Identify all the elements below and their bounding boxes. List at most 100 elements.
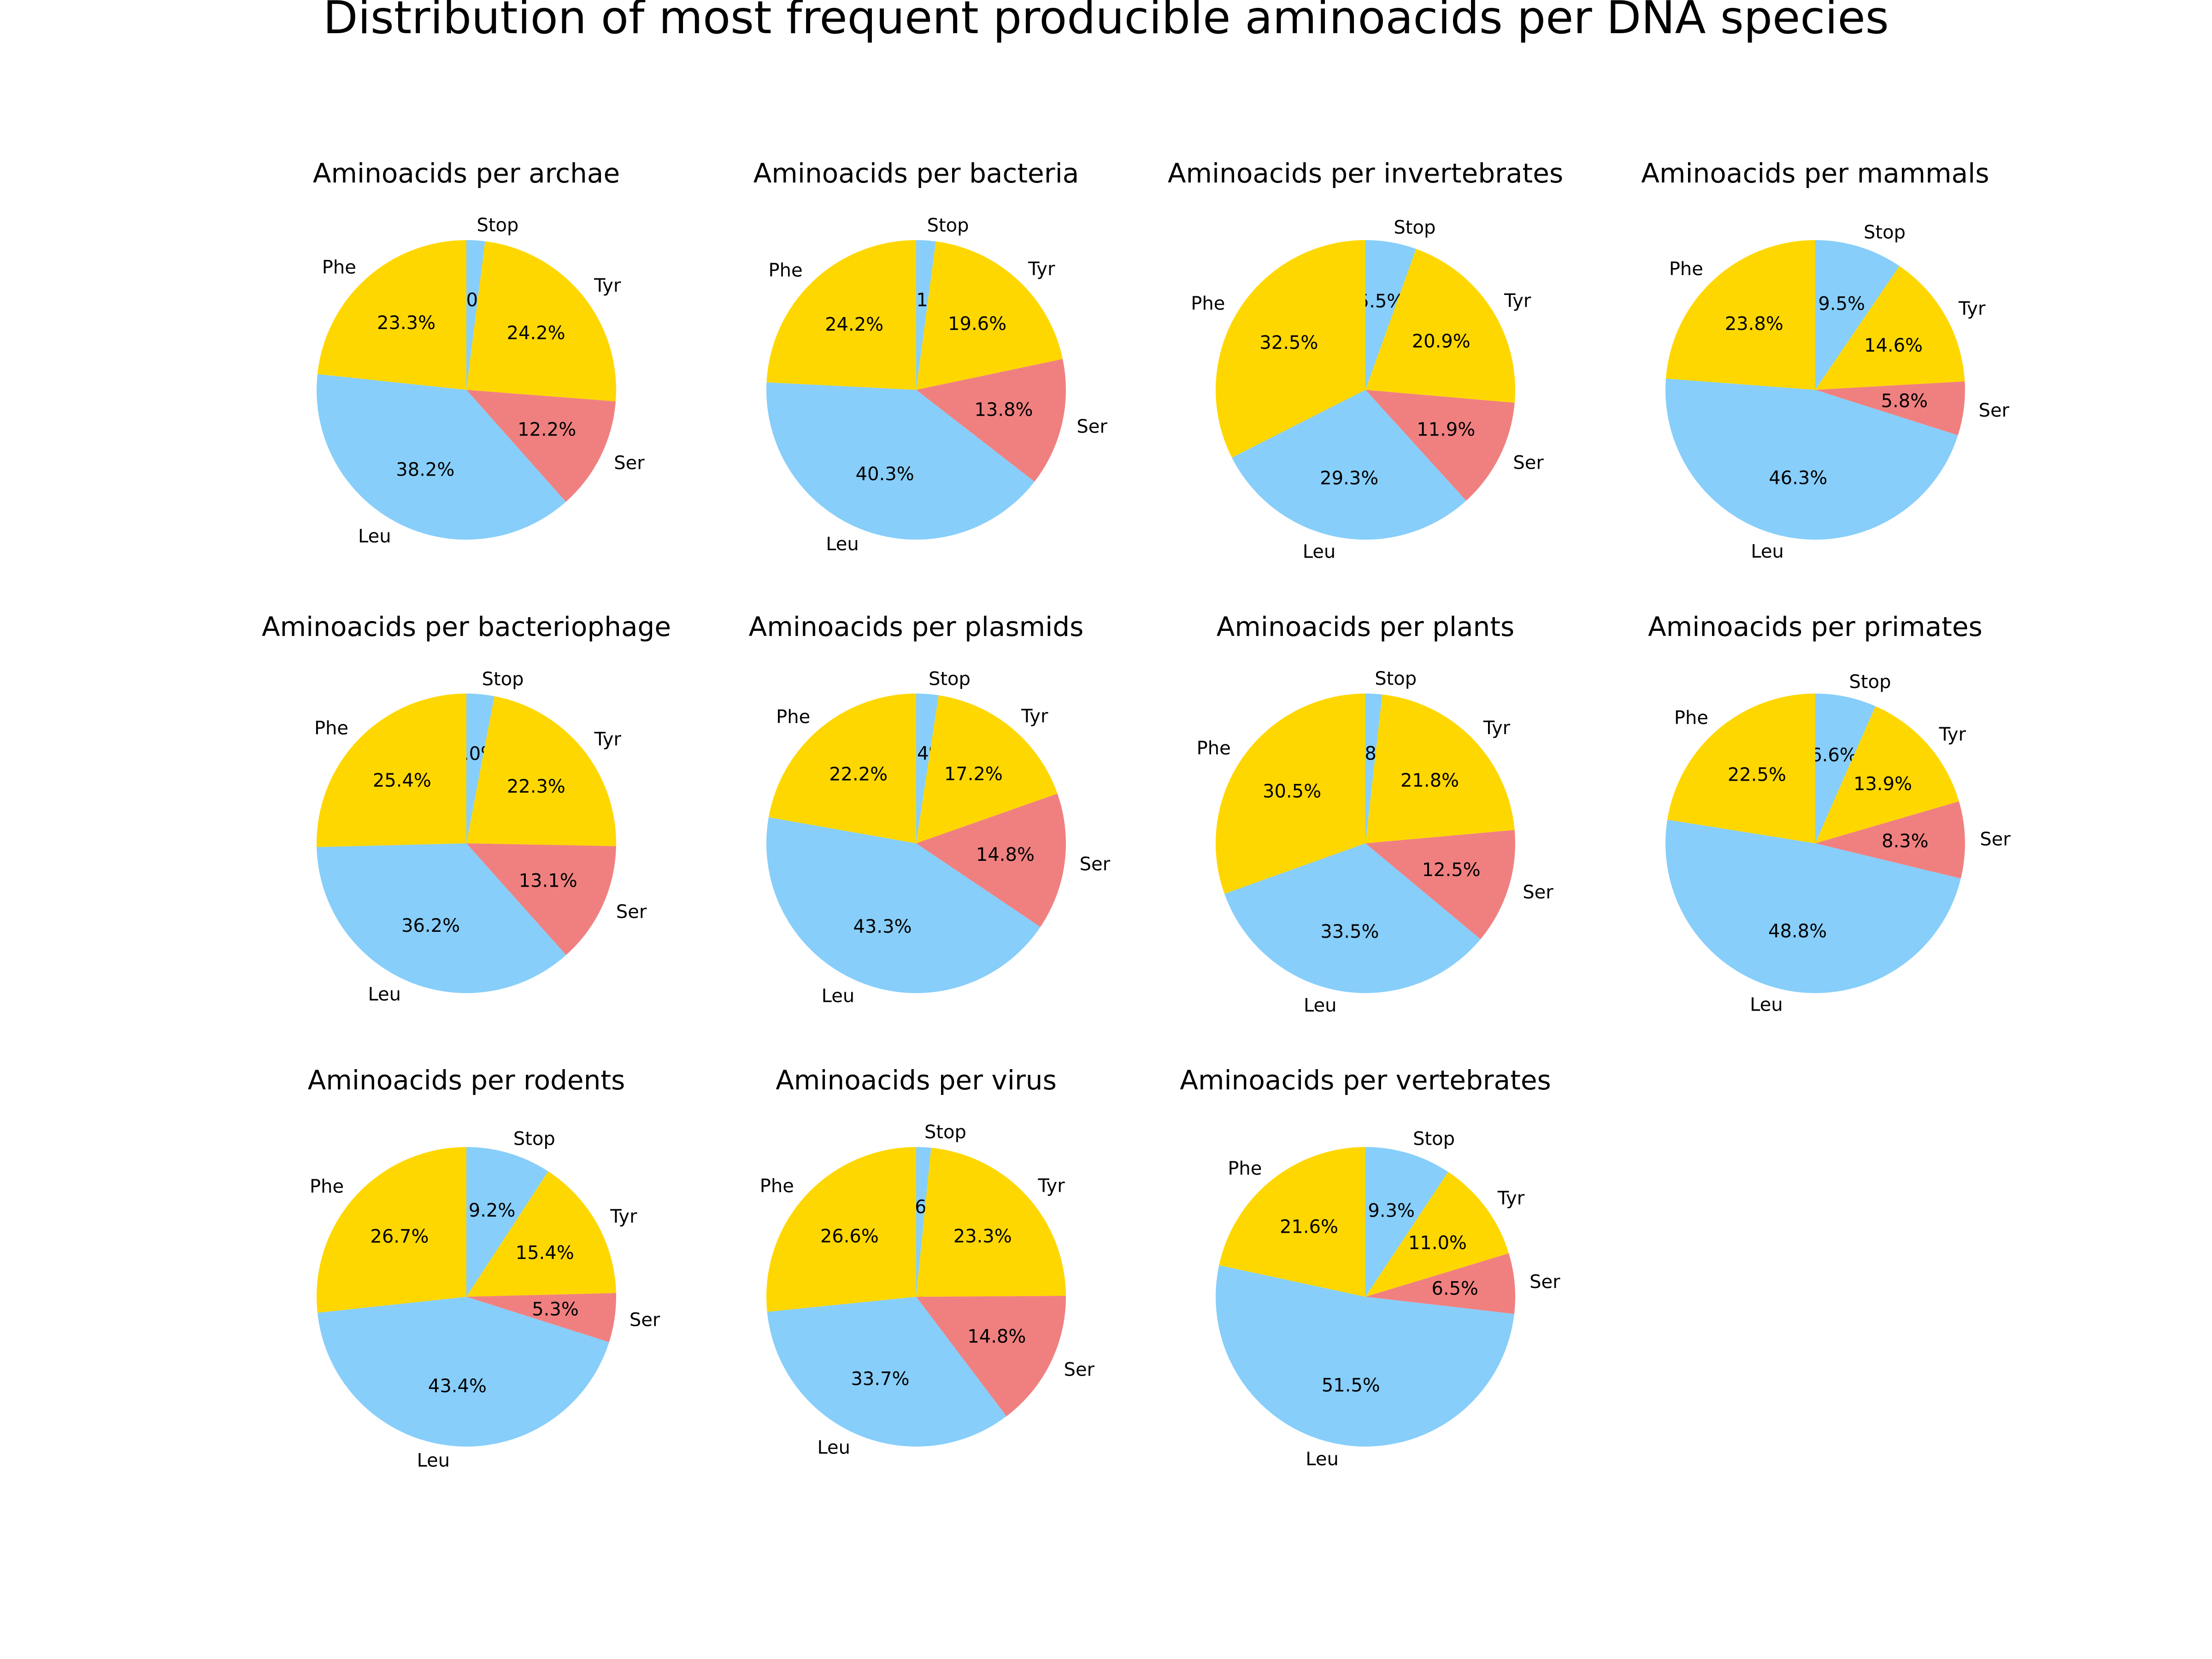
pie-title: Aminoacids per rodents [308,1065,625,1096]
slice-label-stop: Stop [1413,1129,1455,1150]
pie-slice-phe [1215,693,1365,894]
slice-label-leu: Leu [826,534,859,555]
slice-label-tyr: Tyr [1958,298,1986,319]
pie-slice-phe [766,1147,916,1312]
slice-percentage-phe: 25.4% [373,770,431,791]
slice-label-tyr: Tyr [1021,706,1048,727]
slice-percentage-tyr: 24.2% [507,323,565,344]
slice-label-stop: Stop [477,215,518,236]
pie-slice-ser [916,1295,1066,1417]
pie-title: Aminoacids per plants [1217,611,1515,642]
pie-slice-tyr [1815,266,1965,390]
slice-percentage-ser: 5.8% [1881,390,1928,412]
slice-percentage-ser: 14.8% [967,1326,1026,1347]
slice-label-phe: Phe [1674,707,1708,729]
slice-label-phe: Phe [760,1176,794,1197]
pie-slice-ser [916,359,1066,482]
slice-percentage-tyr: 13.9% [1853,773,1912,794]
slice-label-tyr: Tyr [1028,259,1055,280]
slice-label-ser: Ser [1523,882,1553,903]
pie-slice-leu [766,382,1035,540]
slice-label-ser: Ser [1980,829,2011,850]
pie-slice-leu [316,374,566,540]
slice-label-phe: Phe [322,257,356,278]
pie-slice-ser [1365,1253,1515,1314]
slice-percentage-ser: 5.3% [532,1299,579,1320]
pie-slice-leu [1665,819,1961,994]
slice-percentage-leu: 51.5% [1322,1375,1380,1396]
slice-percentage-leu: 38.2% [396,459,454,480]
slice-percentage-phe: 24.2% [825,314,883,335]
slice-percentage-phe: 23.3% [377,312,435,334]
slice-percentage-leu: 40.3% [856,464,914,485]
pie-chart-aminoacids-per-archae: Aminoacids per archaeStop2.0%Tyr24.2%Ser… [313,158,645,547]
slice-label-ser: Ser [1064,1359,1095,1380]
slice-label-ser: Ser [616,901,647,923]
slice-label-tyr: Tyr [1939,724,1966,745]
slice-label-stop: Stop [1394,217,1435,238]
pie-title: Aminoacids per bacteriophage [262,611,671,642]
pie-slice-stop [916,240,936,390]
slice-percentage-ser: 12.2% [518,419,576,441]
pie-slice-phe [1665,240,1815,390]
pie-slice-ser [916,794,1066,927]
slice-percentage-stop: 6.6% [1810,745,1857,766]
pie-slice-tyr [1365,249,1515,403]
slice-percentage-stop: 9.3% [1368,1200,1415,1221]
pie-slice-ser [466,843,616,955]
slice-label-stop: Stop [1375,668,1417,689]
pie-slice-tyr [916,1147,1066,1297]
slice-label-ser: Ser [1530,1271,1560,1293]
slice-label-tyr: Tyr [1037,1175,1065,1196]
slice-percentage-leu: 48.8% [1768,921,1827,942]
pie-slice-ser [1815,801,1965,879]
pie-slice-leu [1665,378,1958,540]
slice-label-ser: Ser [1080,853,1111,875]
pie-slice-leu [767,1297,1006,1447]
pie-slice-leu [1216,1265,1514,1447]
pie-title: Aminoacids per mammals [1641,158,1989,189]
slice-percentage-phe: 22.5% [1728,765,1786,786]
slice-label-tyr: Tyr [1483,718,1511,739]
pie-chart-aminoacids-per-plasmids: Aminoacids per plasmidsStop2.4%Tyr17.2%S… [749,611,1111,1007]
slice-percentage-phe: 30.5% [1263,781,1321,802]
slice-percentage-tyr: 22.3% [507,776,565,797]
slice-percentage-tyr: 17.2% [944,764,1003,785]
slice-percentage-phe: 21.6% [1280,1216,1338,1237]
slice-label-tyr: Tyr [594,729,622,750]
pie-title: Aminoacids per archae [313,158,620,189]
pie-chart-aminoacids-per-rodents: Aminoacids per rodents Stop 9.2% Tyr 15.4% Se… [308,1065,660,1471]
slice-label-phe: Phe [769,260,803,281]
slice-percentage-leu: 33.5% [1320,921,1379,942]
slice-label-stop: Stop [1849,671,1891,693]
pie-slice-tyr [466,696,616,847]
charts-container: Aminoacids per archaeStop2.0%Tyr24.2%Ser… [262,158,2011,1471]
slice-label-phe: Phe [1669,259,1703,280]
pie-slice-tyr [1365,694,1515,843]
slice-percentage-tyr: 15.4% [516,1242,574,1264]
pie-chart-aminoacids-per-bacteriophage: Aminoacids per bacteriophageStop3.0%Tyr2… [262,611,671,1005]
slice-percentage-tyr: 23.3% [953,1226,1012,1247]
slice-label-ser: Ser [1077,416,1107,437]
slice-label-phe: Phe [310,1176,344,1197]
slice-percentage-tyr: 14.6% [1864,335,1923,356]
pie-slice-leu [1232,390,1466,540]
slice-label-leu: Leu [1303,541,1336,563]
pie-chart-aminoacids-per-bacteria: Aminoacids per bacteriaStop2.1%Tyr19.6%S… [753,158,1108,555]
slice-label-phe: Phe [1228,1158,1262,1179]
slice-label-stop: Stop [482,669,524,690]
slice-percentage-ser: 6.5% [1431,1278,1478,1300]
pie-slice-stop [916,1147,931,1297]
slice-label-leu: Leu [1306,1449,1339,1470]
slice-label-tyr: Tyr [594,275,621,296]
slice-label-phe: Phe [1191,293,1225,314]
pie-slice-phe [316,693,466,847]
pie-slice-leu [317,843,566,993]
pie-slice-tyr [1815,706,1959,843]
pie-slice-stop [1365,1147,1448,1297]
slice-percentage-phe: 32.5% [1259,332,1318,353]
pie-slice-tyr [466,241,617,402]
slice-percentage-stop: 9.5% [1818,294,1865,315]
slice-label-ser: Ser [629,1309,660,1330]
